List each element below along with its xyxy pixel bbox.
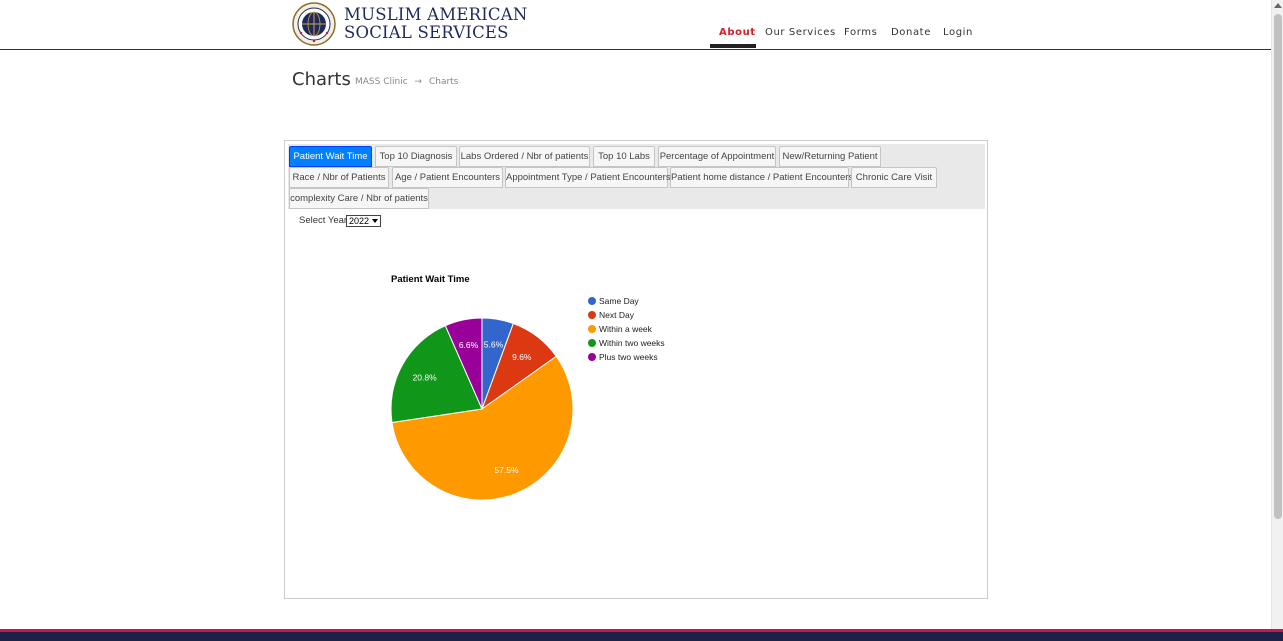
- pie-slice-label-2: 57.5%: [494, 465, 519, 475]
- legend-item-2[interactable]: Within a week: [599, 324, 653, 334]
- tab-chronic-care-visit[interactable]: Chronic Care Visit: [851, 167, 937, 188]
- legend-item-0[interactable]: Same Day: [599, 296, 639, 306]
- pie-slices: [390, 317, 574, 501]
- breadcrumb-charts: Charts: [428, 77, 459, 87]
- legend-swatch-2: [588, 325, 596, 333]
- tab-patient-home-distance[interactable]: Patient home distance / Patient Encounte…: [670, 167, 853, 188]
- legend-item-3[interactable]: Within two weeks: [599, 338, 665, 348]
- org-name[interactable]: MUSLIM AMERICAN SOCIAL SERVICES: [344, 6, 528, 42]
- breadcrumb: MASS Clinic → Charts: [355, 77, 462, 87]
- page-title: Charts: [292, 69, 351, 90]
- tab-top-10-labs[interactable]: Top 10 Labs: [593, 146, 655, 167]
- pie-slice-labels: 5.6% 9.6% 57.5% 20.8% 6.6%: [413, 339, 532, 474]
- nav-about[interactable]: About: [719, 27, 756, 38]
- breadcrumb-mass-clinic[interactable]: MASS Clinic: [355, 77, 408, 87]
- year-select-value: 2022: [349, 216, 370, 226]
- legend-item-1[interactable]: Next Day: [599, 310, 635, 320]
- scrollbar-thumb[interactable]: [1274, 14, 1282, 519]
- legend-swatch-0: [588, 297, 596, 305]
- chart-title: Patient Wait Time: [391, 274, 470, 285]
- pie-slice-4[interactable]: [444, 317, 483, 410]
- vertical-scrollbar[interactable]: [1271, 0, 1283, 630]
- year-select[interactable]: 2022: [346, 215, 381, 227]
- chevron-down-icon: [372, 219, 378, 223]
- pie-slice-label-0: 5.6%: [484, 339, 504, 349]
- pie-slice-label-4: 6.6%: [459, 340, 479, 350]
- select-year-label: Select Year:: [299, 215, 350, 226]
- nav-our-services[interactable]: Our Services: [765, 27, 836, 38]
- tab-patient-wait-time[interactable]: Patient Wait Time: [289, 146, 372, 167]
- patient-wait-time-chart: Patient Wait Time 5.6% 9.6% 57.5% 20.8% 6.6%…: [390, 274, 665, 501]
- mass-emblem-icon[interactable]: [292, 2, 336, 46]
- nav-active-indicator: [710, 44, 756, 48]
- tab-labs-ordered[interactable]: Labs Ordered / Nbr of patients: [459, 146, 590, 167]
- chart-tab-bar: Patient Wait Time Top 10 Diagnosis Labs …: [288, 144, 985, 209]
- nav-login[interactable]: Login: [943, 27, 973, 38]
- tab-complexity-care[interactable]: complexity Care / Nbr of patients: [289, 188, 429, 209]
- legend-swatch-4: [588, 353, 596, 361]
- org-name-line2: SOCIAL SERVICES: [344, 23, 509, 42]
- pie-slice-2[interactable]: [391, 355, 574, 501]
- tab-top-10-diagnosis[interactable]: Top 10 Diagnosis: [375, 146, 457, 167]
- chart-legend: Same Day Next Day Within a week Within two …: [588, 296, 665, 362]
- legend-swatch-3: [588, 339, 596, 347]
- pie-slice-label-3: 20.8%: [413, 372, 438, 382]
- legend-swatch-1: [588, 311, 596, 319]
- tab-age-patient-encounters[interactable]: Age / Patient Encounters: [392, 167, 503, 188]
- breadcrumb-arrow-icon: →: [414, 77, 423, 87]
- tab-appointment-type[interactable]: Appointment Type / Patient Encounters: [505, 167, 671, 188]
- legend-item-4[interactable]: Plus two weeks: [599, 352, 658, 362]
- nav-donate[interactable]: Donate: [891, 27, 931, 38]
- tab-percentage-of-appointment[interactable]: Percentage of Appointment: [658, 146, 776, 167]
- pie-slice-3[interactable]: [390, 325, 483, 424]
- site-header: MUSLIM AMERICAN SOCIAL SERVICES About Ou…: [0, 0, 1271, 50]
- org-name-line1: MUSLIM AMERICAN: [344, 5, 528, 24]
- footer-bar: [0, 629, 1283, 641]
- nav-forms[interactable]: Forms: [844, 27, 878, 38]
- pie-slice-label-1: 9.6%: [512, 352, 532, 362]
- tab-race-nbr-of-patients[interactable]: Race / Nbr of Patients: [289, 167, 389, 188]
- charts-panel: Patient Wait Time Top 10 Diagnosis Labs …: [284, 140, 988, 599]
- scroll-up-arrow-icon[interactable]: [1274, 3, 1282, 8]
- tab-new-returning-patient[interactable]: New/Returning Patient: [779, 146, 881, 167]
